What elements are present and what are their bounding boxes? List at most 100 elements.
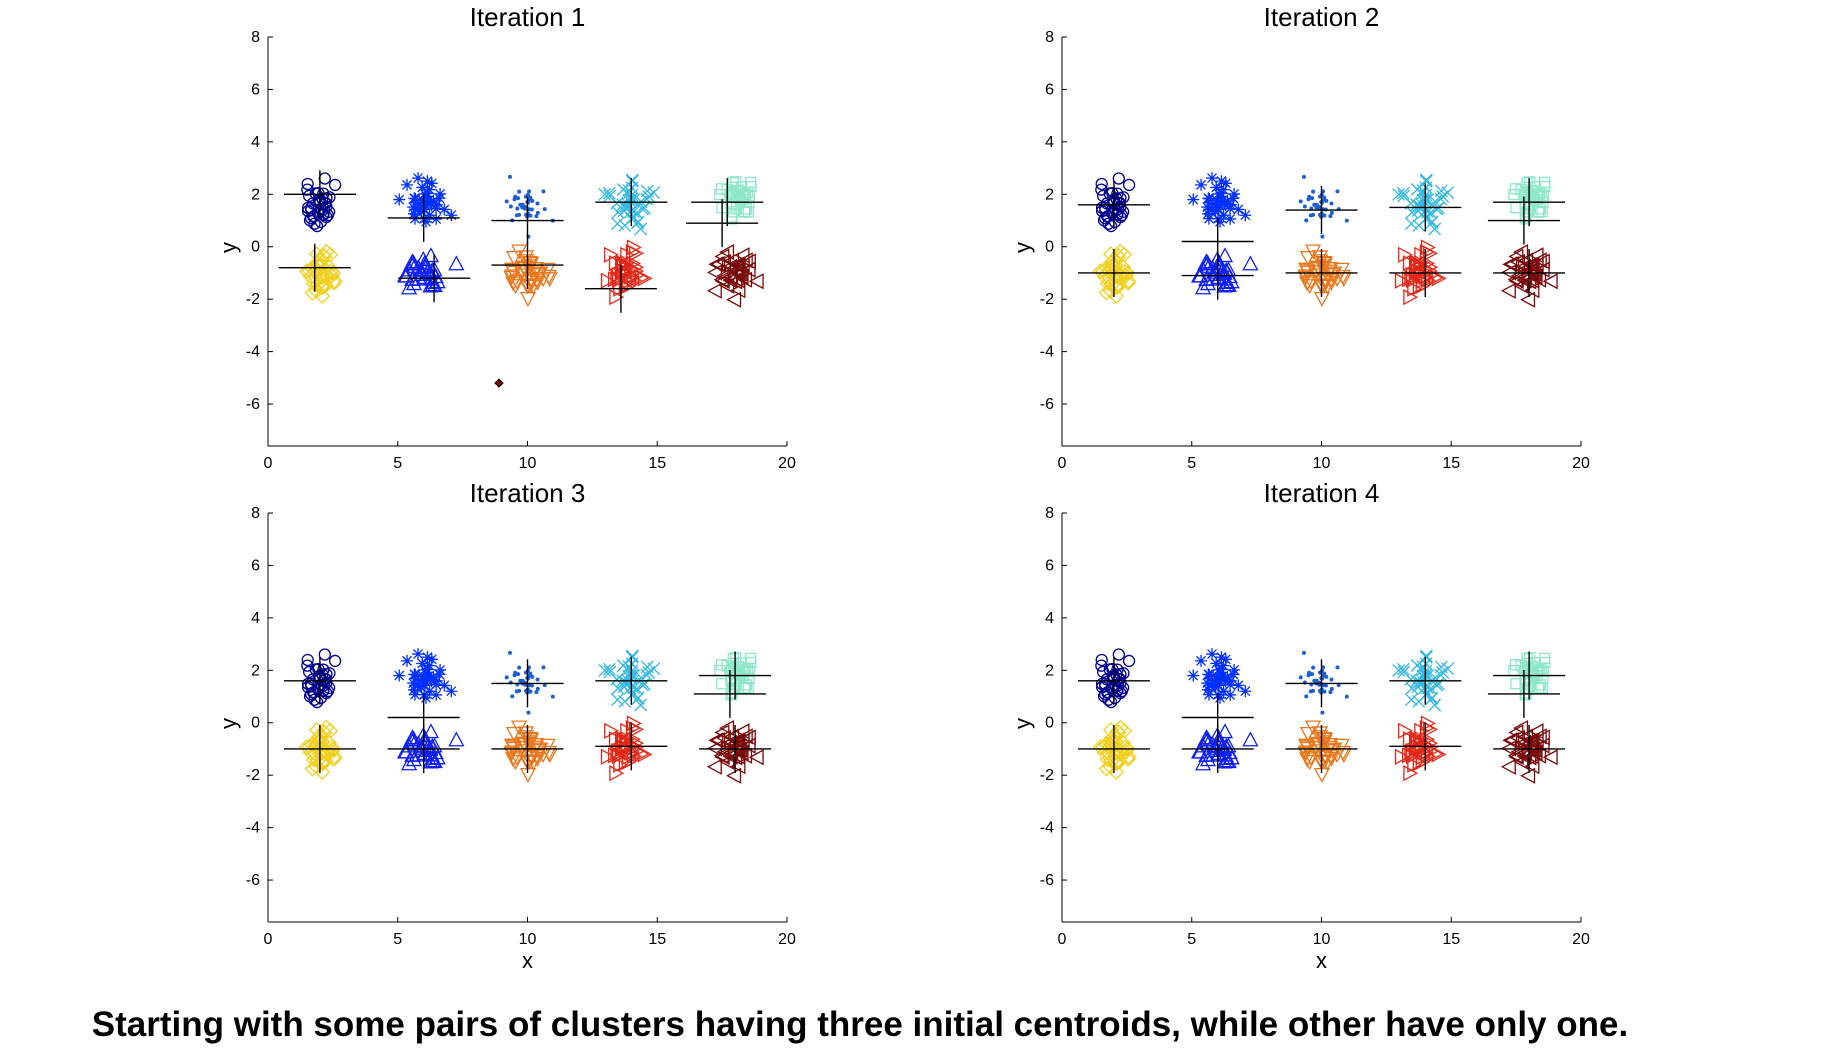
data-point bbox=[1513, 277, 1529, 294]
data-point bbox=[393, 193, 406, 206]
y-tick-label: 6 bbox=[1045, 557, 1054, 574]
data-point bbox=[434, 187, 447, 200]
data-point bbox=[1502, 732, 1518, 749]
y-tick-label: -2 bbox=[1040, 291, 1054, 308]
data-point bbox=[1095, 653, 1108, 667]
data-point bbox=[401, 261, 418, 277]
data-point bbox=[535, 271, 552, 287]
x-tick-label: 5 bbox=[1187, 455, 1196, 472]
data-point bbox=[640, 192, 654, 206]
data-point bbox=[512, 197, 517, 202]
data-point bbox=[1420, 239, 1436, 256]
data-point bbox=[1214, 215, 1227, 228]
data-point bbox=[438, 203, 451, 216]
data-point bbox=[1218, 276, 1235, 292]
data-point bbox=[1323, 751, 1340, 767]
data-point bbox=[1111, 663, 1124, 676]
data-point bbox=[310, 695, 324, 709]
data-point bbox=[1115, 259, 1132, 276]
data-point bbox=[535, 677, 540, 682]
data-point bbox=[306, 197, 320, 210]
data-point bbox=[529, 207, 534, 212]
data-point bbox=[631, 692, 644, 706]
y-tick-label: -6 bbox=[1040, 872, 1054, 889]
data-point bbox=[418, 203, 431, 216]
y-tick-label: 8 bbox=[251, 29, 260, 46]
data-point bbox=[1194, 755, 1212, 771]
data-point bbox=[403, 731, 420, 747]
data-point bbox=[1217, 209, 1230, 222]
data-point bbox=[1420, 731, 1436, 748]
data-point bbox=[1430, 202, 1444, 216]
data-point bbox=[425, 653, 438, 666]
y-tick-label: 6 bbox=[251, 81, 260, 98]
data-point bbox=[1239, 209, 1252, 222]
data-point bbox=[1203, 192, 1216, 205]
data-point bbox=[1333, 262, 1350, 278]
data-point bbox=[529, 751, 546, 767]
data-point bbox=[627, 205, 640, 219]
data-point bbox=[326, 751, 342, 767]
data-point bbox=[418, 679, 431, 692]
data-point bbox=[328, 654, 342, 668]
data-point bbox=[310, 219, 324, 233]
centroid-marker bbox=[1493, 248, 1566, 297]
data-point bbox=[317, 277, 334, 294]
data-point bbox=[426, 737, 443, 753]
data-point bbox=[1297, 270, 1314, 286]
centroid-marker bbox=[1181, 724, 1254, 773]
data-point bbox=[1212, 679, 1225, 692]
data-point bbox=[1115, 735, 1132, 752]
y-axis-label: y bbox=[1010, 718, 1035, 729]
data-point bbox=[629, 721, 645, 738]
data-point bbox=[1423, 739, 1439, 756]
data-point bbox=[1202, 207, 1215, 220]
data-point bbox=[1242, 731, 1259, 747]
data-point bbox=[520, 678, 525, 683]
x-tick-label: 15 bbox=[1442, 455, 1460, 472]
y-tick-label: 8 bbox=[251, 505, 260, 522]
centroid-marker bbox=[1493, 178, 1566, 227]
y-tick-label: -2 bbox=[1040, 767, 1054, 784]
data-point bbox=[321, 685, 334, 698]
data-point bbox=[1098, 760, 1115, 777]
data-point bbox=[527, 197, 532, 202]
chart-title: Iteration 4 bbox=[1264, 478, 1380, 508]
data-point bbox=[1513, 753, 1529, 770]
centroid-marker bbox=[691, 178, 764, 227]
x-tick-label: 5 bbox=[393, 455, 402, 472]
data-point bbox=[425, 673, 438, 686]
data-point bbox=[542, 683, 547, 688]
data-point bbox=[401, 654, 414, 667]
data-point bbox=[528, 689, 533, 694]
data-point bbox=[1217, 183, 1230, 196]
data-point bbox=[1531, 728, 1547, 745]
data-point bbox=[730, 758, 746, 775]
x-tick-label: 10 bbox=[519, 931, 537, 948]
data-point bbox=[1301, 174, 1306, 179]
data-point bbox=[739, 682, 751, 694]
data-point bbox=[603, 189, 617, 203]
data-point bbox=[1098, 284, 1115, 301]
data-point bbox=[1298, 675, 1303, 680]
data-point bbox=[314, 764, 331, 780]
data-point bbox=[739, 206, 751, 218]
data-point bbox=[715, 253, 731, 271]
data-point bbox=[1416, 193, 1430, 207]
y-tick-label: 4 bbox=[1045, 610, 1054, 627]
data-point bbox=[1329, 210, 1334, 215]
data-point bbox=[1120, 748, 1137, 765]
data-point bbox=[1542, 273, 1558, 290]
x-tick-label: 15 bbox=[648, 931, 666, 948]
data-point bbox=[527, 189, 532, 194]
data-point bbox=[535, 201, 540, 206]
data-point bbox=[1519, 213, 1531, 225]
data-point bbox=[445, 685, 458, 698]
x-tick-label: 10 bbox=[519, 455, 537, 472]
data-point bbox=[529, 275, 546, 291]
data-point bbox=[1224, 688, 1237, 701]
data-point bbox=[409, 668, 422, 681]
data-point bbox=[744, 652, 757, 665]
data-point bbox=[1301, 279, 1318, 295]
data-point bbox=[423, 183, 436, 196]
